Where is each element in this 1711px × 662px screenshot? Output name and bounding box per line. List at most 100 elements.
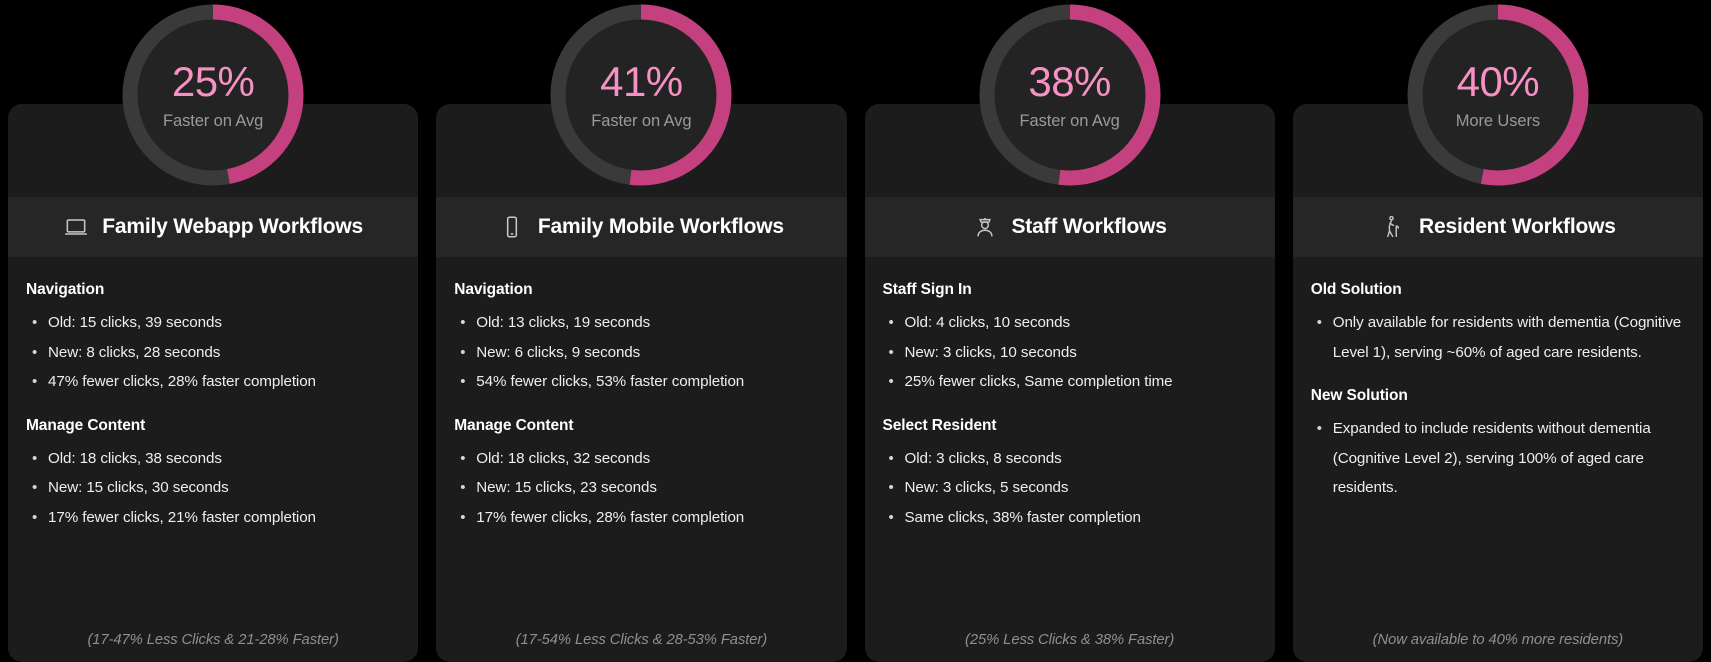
section-title: Old Solution	[1310, 281, 1402, 298]
section-title: Select Resident	[882, 416, 997, 434]
card-footnote: (25% Less Clicks & 38% Faster)	[965, 632, 1175, 648]
list-item: 25% fewer clicks, Same completion time	[883, 367, 1257, 397]
section-title: New Solution	[1310, 387, 1408, 404]
donut-chart-svg	[979, 4, 1161, 186]
section-bullet-list: Old: 3 clicks, 8 seconds New: 3 clicks, …	[883, 444, 1257, 533]
section-bullet-list: Only available for residents with dement…	[1311, 308, 1685, 367]
gauge-percent: 40%	[1456, 57, 1540, 105]
card-header: Family Mobile Workflows	[436, 197, 847, 257]
card-body: Navigation Old: 15 clicks, 39 seconds Ne…	[8, 257, 418, 662]
section-title: Manage Content	[454, 416, 574, 434]
gauge-slot: 41% Faster on Avg	[436, 0, 846, 200]
elderly-person-icon	[1380, 214, 1406, 240]
card-section: Staff Sign In Old: 4 clicks, 10 seconds …	[883, 281, 1257, 397]
gauge-sublabel: Faster on Avg	[591, 111, 692, 130]
donut-value-arc	[979, 4, 1161, 186]
card-footnote: (17-54% Less Clicks & 28-53% Faster)	[515, 632, 768, 648]
gauge-slot: 38% Faster on Avg	[865, 0, 1275, 200]
donut-chart-svg	[550, 4, 732, 186]
card-section: New Solution Expanded to include residen…	[1311, 387, 1685, 503]
list-item: Same clicks, 38% faster completion	[883, 503, 1257, 533]
metric-card-family-mobile[interactable]: Family Mobile Workflows Navigation Old: …	[436, 104, 847, 662]
donut-value-arc	[550, 4, 732, 186]
section-title: Manage Content	[26, 416, 146, 434]
card-section: Manage Content Old: 18 clicks, 38 second…	[26, 417, 400, 533]
gauge-sublabel: More Users	[1455, 111, 1540, 130]
list-item: New: 6 clicks, 9 seconds	[454, 338, 828, 368]
card-section: Manage Content Old: 18 clicks, 32 second…	[454, 417, 828, 533]
section-bullet-list: Old: 18 clicks, 38 seconds New: 15 click…	[26, 444, 400, 533]
card-section: Old Solution Only available for resident…	[1311, 281, 1685, 367]
donut-center-label: 41% Faster on Avg	[546, 0, 736, 190]
card-section: Navigation Old: 13 clicks, 19 seconds Ne…	[454, 281, 828, 397]
donut-gauge-resident: 40% More Users	[1403, 0, 1593, 190]
gauge-percent: 38%	[1028, 57, 1111, 105]
donut-gauge-family-webapp: 25% Faster on Avg	[118, 0, 308, 190]
section-bullet-list: Old: 15 clicks, 39 seconds New: 8 clicks…	[26, 308, 400, 397]
laptop-icon	[63, 214, 89, 240]
card-body: Navigation Old: 13 clicks, 19 seconds Ne…	[436, 257, 846, 662]
section-bullet-list: Old: 13 clicks, 19 seconds New: 6 clicks…	[454, 308, 828, 397]
card-body: Staff Sign In Old: 4 clicks, 10 seconds …	[865, 257, 1275, 662]
list-item: 47% fewer clicks, 28% faster completion	[26, 367, 400, 397]
gauge-sublabel: Faster on Avg	[163, 111, 264, 130]
card-title: Resident Workflows	[1419, 215, 1616, 238]
list-item: Only available for residents with dement…	[1311, 308, 1685, 367]
list-item: Old: 18 clicks, 38 seconds	[26, 444, 400, 474]
gauge-slot: 25% Faster on Avg	[8, 0, 418, 200]
section-title: Navigation	[454, 281, 533, 298]
donut-inner-fill	[991, 17, 1148, 173]
card-section: Select Resident Old: 3 clicks, 8 seconds…	[883, 417, 1257, 533]
donut-gauge-family-mobile: 41% Faster on Avg	[546, 0, 736, 190]
list-item: New: 3 clicks, 10 seconds	[883, 338, 1257, 368]
list-item: 17% fewer clicks, 28% faster completion	[454, 503, 828, 533]
card-title: Family Mobile Workflows	[537, 215, 784, 238]
card-body: Old Solution Only available for resident…	[1293, 257, 1703, 662]
card-footnote: (17-47% Less Clicks & 21-28% Faster)	[87, 632, 339, 648]
list-item: Old: 13 clicks, 19 seconds	[454, 308, 828, 338]
card-header: Resident Workflows	[1292, 197, 1703, 257]
gauge-percent: 41%	[600, 57, 683, 105]
gauge-slot: 40% More Users	[1293, 0, 1703, 200]
list-item: Old: 18 clicks, 32 seconds	[454, 444, 828, 474]
donut-value-arc	[122, 4, 304, 186]
list-item: 54% fewer clicks, 53% faster completion	[454, 367, 828, 397]
card-footnote: (Now available to 40% more residents)	[1372, 632, 1624, 648]
donut-gauge-staff: 38% Faster on Avg	[975, 0, 1165, 190]
list-item: Old: 3 clicks, 8 seconds	[883, 444, 1257, 474]
card-header: Staff Workflows	[864, 197, 1275, 257]
donut-inner-fill	[563, 17, 720, 173]
list-item: Old: 4 clicks, 10 seconds	[883, 308, 1257, 338]
gauge-sublabel: Faster on Avg	[1019, 111, 1120, 130]
list-item: Old: 15 clicks, 39 seconds	[26, 308, 400, 338]
donut-center-label: 40% More Users	[1403, 0, 1593, 190]
card-section: Navigation Old: 15 clicks, 39 seconds Ne…	[26, 281, 400, 397]
section-bullet-list: Expanded to include residents without de…	[1311, 414, 1685, 503]
donut-inner-fill	[135, 17, 292, 173]
card-title: Staff Workflows	[1011, 215, 1167, 238]
metric-card-row: Family Webapp Workflows Navigation Old: …	[8, 104, 1703, 662]
donut-inner-fill	[1419, 17, 1576, 173]
donut-center-label: 25% Faster on Avg	[118, 0, 308, 190]
donut-center-label: 38% Faster on Avg	[975, 0, 1165, 190]
list-item: New: 8 clicks, 28 seconds	[26, 338, 400, 368]
gauge-percent: 25%	[171, 57, 255, 105]
donut-value-arc	[1407, 4, 1589, 186]
list-item: 17% fewer clicks, 21% faster completion	[26, 503, 400, 533]
list-item: New: 3 clicks, 5 seconds	[883, 473, 1257, 503]
list-item: New: 15 clicks, 23 seconds	[454, 473, 828, 503]
mobile-icon	[499, 214, 525, 240]
list-item: New: 15 clicks, 30 seconds	[26, 473, 400, 503]
gauge-row: 25% Faster on Avg 41% Faster on Avg	[8, 0, 1703, 200]
section-title: Navigation	[26, 281, 105, 298]
section-bullet-list: Old: 18 clicks, 32 seconds New: 15 click…	[454, 444, 828, 533]
donut-chart-svg	[122, 4, 304, 186]
metric-card-staff[interactable]: Staff Workflows Staff Sign In Old: 4 cli…	[864, 104, 1275, 662]
metric-card-resident[interactable]: Resident Workflows Old Solution Only ava…	[1292, 104, 1703, 662]
card-header: Family Webapp Workflows	[8, 197, 419, 257]
metric-card-family-webapp[interactable]: Family Webapp Workflows Navigation Old: …	[8, 104, 419, 662]
nurse-icon	[972, 214, 998, 240]
list-item: Expanded to include residents without de…	[1311, 414, 1685, 503]
section-title: Staff Sign In	[882, 281, 972, 298]
